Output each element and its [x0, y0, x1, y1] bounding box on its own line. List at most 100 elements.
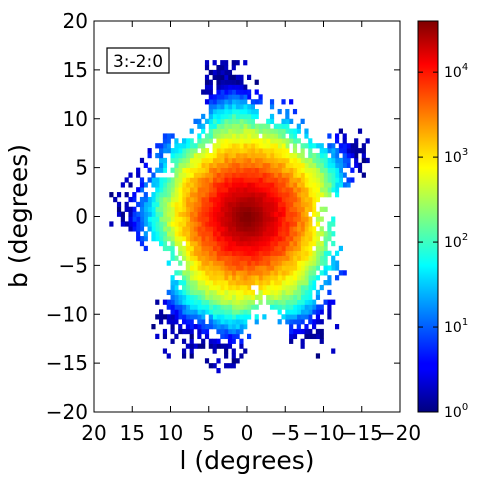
heatmap-cell: [224, 260, 229, 266]
heatmap-cell: [315, 333, 321, 340]
heatmap-cell: [254, 260, 259, 266]
heatmap-cell: [254, 177, 259, 183]
heatmap-cell: [243, 113, 248, 120]
heatmap-cell: [350, 167, 355, 173]
heatmap-cell: [235, 260, 240, 266]
heatmap-cell: [354, 152, 359, 159]
heatmap-cell: [170, 289, 175, 296]
heatmap-cell: [285, 270, 290, 276]
heatmap-cell: [239, 74, 244, 80]
annotation-text: 3:-2:0: [113, 52, 163, 72]
heatmap-cell: [212, 299, 217, 305]
heatmap-cell: [289, 99, 294, 105]
heatmap-cell: [204, 133, 210, 139]
heatmap-cell: [224, 148, 229, 154]
heatmap-cell: [147, 196, 152, 203]
heatmap-cell: [216, 196, 221, 203]
heatmap-cell: [185, 192, 190, 198]
heatmap-cell: [227, 123, 233, 129]
heatmap-cell: [239, 343, 244, 349]
heatmap-cell: [269, 206, 275, 212]
heatmap-cell: [155, 226, 160, 232]
heatmap-cell: [289, 328, 294, 335]
heatmap-cell: [235, 192, 240, 198]
heatmap-cell: [116, 192, 122, 198]
heatmap-cell: [235, 89, 240, 95]
heatmap-cell: [254, 265, 259, 271]
heatmap-cell: [285, 138, 290, 144]
heatmap-cell: [266, 192, 271, 198]
heatmap-cell: [166, 353, 171, 359]
heatmap-cell: [277, 294, 282, 300]
heatmap-cell: [235, 108, 240, 115]
heatmap-cell: [247, 138, 252, 144]
heatmap-cell: [296, 123, 301, 129]
heatmap-cell: [170, 304, 175, 310]
heatmap-cell: [308, 206, 313, 212]
heatmap-cell: [292, 211, 298, 217]
heatmap-cell: [197, 270, 202, 276]
heatmap-cell: [227, 289, 233, 296]
heatmap-cell: [201, 157, 206, 164]
heatmap-cell: [269, 284, 275, 291]
heatmap-cell: [216, 69, 221, 76]
heatmap-cell: [269, 245, 275, 252]
heatmap-cell: [185, 245, 190, 252]
heatmap-cell: [220, 221, 225, 227]
heatmap-cell: [235, 138, 240, 144]
heatmap-cell: [189, 143, 194, 149]
heatmap-cell: [178, 201, 183, 208]
heatmap-cell: [239, 270, 244, 276]
heatmap-cell: [243, 260, 248, 266]
heatmap-cell: [162, 143, 168, 149]
heatmap-cell: [281, 211, 286, 217]
heatmap-cell: [185, 270, 190, 276]
heatmap-cell: [208, 294, 213, 300]
heatmap-cell: [132, 192, 137, 198]
heatmap-cell: [315, 245, 321, 252]
heatmap-cell: [235, 265, 240, 271]
heatmap-cell: [220, 289, 225, 296]
heatmap-cell: [216, 118, 221, 124]
heatmap-cell: [239, 104, 244, 110]
heatmap-cell: [334, 187, 340, 193]
heatmap-cell: [239, 211, 244, 217]
heatmap-cell: [132, 206, 137, 212]
heatmap-cell: [151, 177, 156, 183]
heatmap-cell: [235, 240, 240, 247]
heatmap-cell: [162, 206, 168, 212]
heatmap-cell: [155, 333, 160, 340]
heatmap-cell: [224, 343, 229, 349]
heatmap-cell: [323, 192, 328, 198]
heatmap-cell: [277, 226, 282, 232]
heatmap-cell: [273, 299, 278, 305]
heatmap-cell: [208, 240, 213, 247]
heatmap-cell: [208, 236, 213, 242]
heatmap-cell: [292, 275, 298, 281]
heatmap-cell: [166, 314, 171, 320]
heatmap-cell: [304, 289, 309, 296]
heatmap-cell: [220, 314, 225, 320]
heatmap-cell: [285, 226, 290, 232]
heatmap-cell: [208, 94, 213, 100]
heatmap-cell: [247, 187, 252, 193]
heatmap-cell: [181, 338, 187, 344]
heatmap-cell: [277, 133, 282, 139]
heatmap-cell: [227, 157, 233, 164]
heatmap-cell: [216, 108, 221, 115]
heatmap-cell: [201, 148, 206, 154]
heatmap-cell: [289, 152, 294, 159]
heatmap-cell: [254, 201, 259, 208]
heatmap-cell: [277, 216, 282, 222]
heatmap-cell: [224, 162, 229, 168]
heatmap-cell: [181, 289, 187, 296]
heatmap-cell: [239, 236, 244, 242]
heatmap-cell: [338, 162, 343, 168]
heatmap-cell: [193, 289, 198, 296]
heatmap-cell: [224, 348, 229, 354]
heatmap-cell: [285, 221, 290, 227]
heatmap-cell: [231, 319, 236, 325]
heatmap-cell: [296, 309, 301, 315]
heatmap-cell: [281, 236, 286, 242]
heatmap-cell: [323, 157, 328, 164]
